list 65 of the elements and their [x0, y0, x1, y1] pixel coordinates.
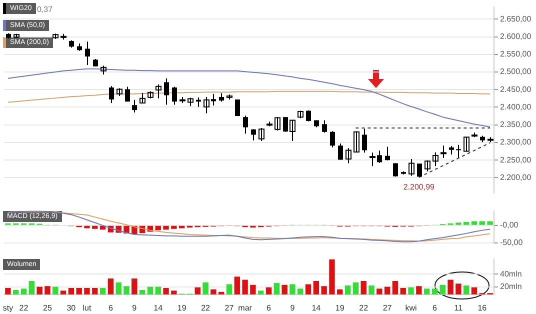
candlestick — [243, 115, 248, 134]
x-tick-label: 19 — [335, 303, 345, 312]
candlestick — [330, 130, 335, 148]
candlestick — [164, 78, 169, 106]
y-tick-label: 20mln — [500, 282, 522, 291]
candlestick — [85, 41, 90, 66]
x-tick-label: 19 — [177, 303, 187, 312]
y-tick-label: 40mln — [500, 269, 522, 278]
candlestick — [274, 116, 280, 131]
annotation: 0,37 — [37, 5, 53, 14]
x-tick-label: 6 — [108, 303, 114, 312]
candlestick — [338, 143, 343, 160]
x-tick-label: 30 — [66, 303, 76, 312]
x-tick-label: 25 — [43, 303, 52, 312]
candlestick — [408, 158, 414, 176]
y-tick-label: 2.650,00 — [500, 14, 532, 24]
x-tick-label: 9 — [290, 303, 296, 312]
x-tick-label: sty — [2, 303, 14, 312]
candlestick — [140, 92, 146, 104]
candlestick — [322, 120, 327, 134]
x-tick-label: 11 — [454, 303, 464, 312]
y-tick-label: 2.300,00 — [500, 138, 532, 147]
y-tick-label: 2.600,00 — [500, 32, 532, 41]
candlestick — [132, 99, 137, 114]
candlestick — [125, 86, 130, 102]
candlestick — [393, 162, 398, 178]
candlestick — [172, 86, 177, 106]
x-tick-label: 14 — [154, 303, 164, 312]
x-tick-label: mar — [238, 303, 252, 312]
candlestick — [258, 128, 264, 142]
x-tick-label: kwi — [405, 303, 418, 312]
x-tick-label: 6 — [266, 303, 272, 312]
x-tick-label: 22 — [19, 303, 29, 312]
x-tick-label: 14 — [312, 303, 322, 312]
candlestick — [362, 128, 367, 154]
candlestick — [385, 146, 390, 161]
y-tick-label: 2.350,00 — [500, 120, 532, 130]
candlestick — [440, 145, 446, 158]
candlestick — [464, 136, 470, 152]
candlestick — [456, 144, 461, 158]
x-tick-label: 6 — [432, 303, 438, 312]
y-tick-label: 2.250,00 — [500, 155, 532, 164]
candlestick — [251, 128, 256, 141]
candlestick — [354, 131, 360, 152]
y-tick-label: -0,00 — [500, 220, 519, 230]
y-tick-label: 2.400,00 — [500, 102, 532, 112]
y-tick-label: 2.500,00 — [500, 67, 532, 76]
x-tick-label: 9 — [132, 303, 138, 312]
candlestick — [424, 160, 430, 172]
x-tick-label: 22 — [201, 303, 211, 312]
x-tick-label: 22 — [359, 303, 369, 312]
y-tick-label: -50,00 — [500, 238, 524, 248]
x-tick-label: 27 — [382, 303, 392, 312]
candlestick — [109, 86, 114, 104]
y-tick-label: 2.200,00 — [500, 172, 532, 182]
x-tick-label: 16 — [478, 303, 488, 312]
y-tick-label: 2.550,00 — [500, 50, 532, 59]
x-tick-label: 27 — [224, 303, 234, 312]
candlestick — [346, 148, 352, 164]
x-tick-label: lut — [82, 303, 92, 312]
candlestick — [156, 84, 162, 99]
candlestick — [432, 152, 438, 167]
y-tick-label: 2.450,00 — [500, 84, 532, 94]
candlestick — [417, 163, 422, 178]
annotation: 2.200,99 — [403, 182, 436, 192]
